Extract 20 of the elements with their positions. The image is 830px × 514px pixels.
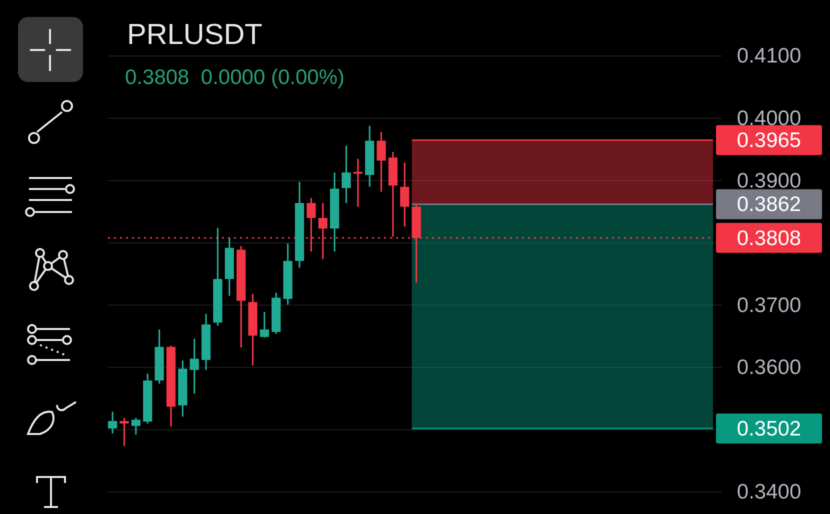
candlestick — [120, 417, 129, 447]
ref-line-label: 0.3965 — [736, 129, 802, 152]
candlestick — [260, 311, 270, 338]
y-tick-label: 0.3400 — [736, 480, 802, 504]
y-tick-label: 0.3600 — [736, 356, 802, 380]
y-tick-label: 0.4000 — [736, 107, 802, 130]
candlestick — [376, 131, 386, 193]
candlestick — [131, 417, 140, 436]
y-tick-label: 0.3900 — [736, 169, 802, 192]
text: 0.3808 0.0000 (0.00%) — [125, 66, 344, 89]
ref-line-label: 0.3808 — [736, 226, 802, 250]
candlestick — [342, 144, 351, 204]
y-tick-label: 0.4100 — [736, 44, 802, 68]
chart-title: PRLUSDT — [127, 19, 263, 51]
candlestick — [108, 410, 118, 434]
y-tick-label: 0.3700 — [736, 294, 802, 317]
candlestick — [190, 338, 199, 394]
ref-line-label: 0.3502 — [736, 417, 802, 440]
candlestick — [400, 162, 410, 228]
ref-line-label: 0.3862 — [736, 193, 802, 216]
